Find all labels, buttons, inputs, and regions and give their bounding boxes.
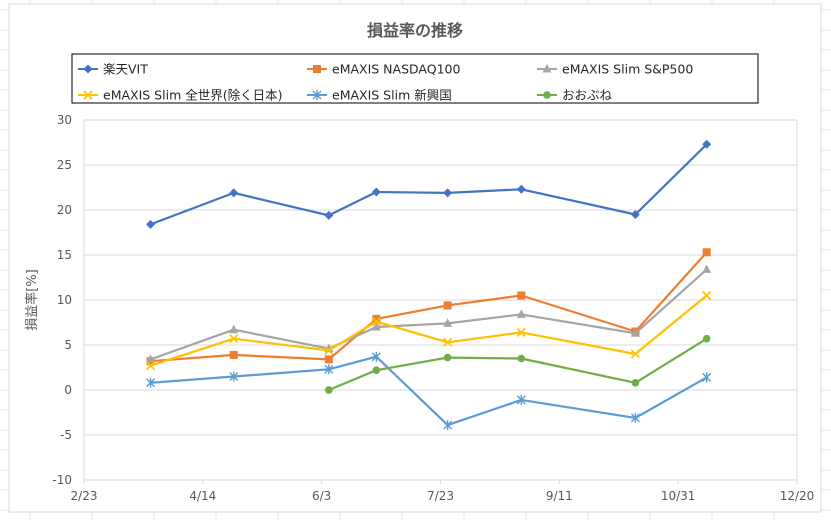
x-tick-label: 2/23 xyxy=(71,489,98,503)
data-point[interactable] xyxy=(372,366,381,375)
data-point[interactable] xyxy=(516,184,526,194)
x-tick-label: 10/31 xyxy=(661,489,696,503)
data-point[interactable] xyxy=(630,349,640,359)
legend-marker xyxy=(543,91,551,99)
series-line[interactable] xyxy=(150,268,708,361)
legend-item[interactable]: eMAXIS Slim 全世界(除く日本) xyxy=(78,88,282,103)
legend-label: 楽天VIT xyxy=(103,62,148,77)
data-point[interactable] xyxy=(229,188,239,198)
data-point[interactable] xyxy=(371,317,381,327)
data-point[interactable] xyxy=(146,219,156,229)
data-point[interactable] xyxy=(146,377,156,388)
legend-label: eMAXIS Slim S&P500 xyxy=(562,62,693,77)
legend-item[interactable]: eMAXIS Slim S&P500 xyxy=(537,62,693,77)
data-point[interactable] xyxy=(702,264,712,273)
legend-item[interactable]: eMAXIS Slim 新興国 xyxy=(307,88,452,103)
legend-marker xyxy=(83,90,93,100)
plot-gridlines xyxy=(83,119,798,481)
x-tick-label: 6/3 xyxy=(312,489,331,503)
y-tick-label: 15 xyxy=(57,248,72,262)
y-tick-label: -5 xyxy=(60,428,72,442)
data-point[interactable] xyxy=(516,327,526,337)
y-tick-label: 30 xyxy=(57,113,72,127)
data-point[interactable] xyxy=(630,210,640,219)
series-line[interactable] xyxy=(328,337,708,392)
data-point[interactable] xyxy=(371,351,381,362)
data-point[interactable] xyxy=(517,354,526,363)
legend-marker xyxy=(83,64,93,74)
x-tick-label: 4/14 xyxy=(189,489,216,503)
data-point[interactable] xyxy=(630,412,640,423)
x-tick-label: 9/11 xyxy=(546,489,573,503)
x-tick-label: 7/23 xyxy=(427,489,454,503)
data-point[interactable] xyxy=(146,354,156,363)
legend-label: eMAXIS Slim 全世界(除く日本) xyxy=(103,88,282,103)
data-point[interactable] xyxy=(443,188,453,198)
data-point[interactable] xyxy=(702,290,712,301)
data-point[interactable] xyxy=(443,318,453,327)
series-line[interactable] xyxy=(150,355,708,427)
y-tick-label: 5 xyxy=(64,338,72,352)
y-tick-label: 10 xyxy=(57,293,72,307)
chart-title: 損益率の推移 xyxy=(367,21,463,40)
legend-item[interactable]: eMAXIS NASDAQ100 xyxy=(307,62,461,77)
data-point[interactable] xyxy=(229,324,239,334)
data-point[interactable] xyxy=(229,350,238,359)
data-point[interactable] xyxy=(372,314,381,323)
data-point[interactable] xyxy=(443,301,452,310)
data-point[interactable] xyxy=(324,364,334,375)
series-0 xyxy=(146,139,712,229)
x-tick-label: 12/20 xyxy=(780,489,815,503)
legend-marker xyxy=(312,90,322,100)
series-line[interactable] xyxy=(150,294,708,367)
legend-marker xyxy=(313,65,321,73)
y-tick-label: 20 xyxy=(57,203,72,217)
series-line[interactable] xyxy=(150,251,708,363)
series-line[interactable] xyxy=(150,143,708,226)
data-point[interactable] xyxy=(229,371,239,382)
y-axis-label: 損益率[%] xyxy=(24,269,40,331)
legend-marker xyxy=(542,64,552,73)
x-axis-ticks: 2/23 4/14 6/3 7/23 9/11 10/31 12/20 xyxy=(71,480,815,503)
data-point[interactable] xyxy=(443,420,453,431)
data-point[interactable] xyxy=(145,361,156,371)
data-point[interactable] xyxy=(324,355,333,364)
legend-label: おおぶね xyxy=(562,88,613,103)
series-group xyxy=(145,139,712,431)
y-tick-label: 25 xyxy=(57,158,72,172)
series-3 xyxy=(145,290,712,371)
series-2 xyxy=(146,264,712,363)
y-axis-ticks: -10 -5 0 5 10 15 20 25 30 xyxy=(52,113,72,487)
data-point[interactable] xyxy=(517,291,526,300)
legend-label: eMAXIS NASDAQ100 xyxy=(332,62,461,77)
series-4 xyxy=(146,351,712,431)
series-5 xyxy=(324,334,711,394)
y-tick-label: -10 xyxy=(52,473,72,487)
data-point[interactable] xyxy=(516,309,526,318)
data-point[interactable] xyxy=(702,334,711,343)
data-point[interactable] xyxy=(324,210,334,220)
legend-box[interactable] xyxy=(71,53,759,104)
data-point[interactable] xyxy=(702,248,711,257)
legend: 楽天VIT eMAXIS NASDAQ100 eMAXIS Slim S&P500 e… xyxy=(78,62,693,103)
legend-item[interactable]: おおぶね xyxy=(537,88,613,103)
y-tick-label: 0 xyxy=(64,383,72,397)
data-point[interactable] xyxy=(324,345,334,355)
data-point[interactable] xyxy=(516,394,526,405)
data-point[interactable] xyxy=(630,328,640,337)
data-point[interactable] xyxy=(443,337,453,347)
data-point[interactable] xyxy=(702,372,712,383)
data-point[interactable] xyxy=(371,187,381,197)
legend-item[interactable]: 楽天VIT xyxy=(78,62,148,77)
legend-label: eMAXIS Slim 新興国 xyxy=(332,88,452,103)
data-point[interactable] xyxy=(443,353,452,362)
data-point[interactable] xyxy=(229,334,239,344)
data-point[interactable] xyxy=(324,386,333,394)
data-point[interactable] xyxy=(631,379,640,387)
data-point[interactable] xyxy=(371,322,381,331)
data-point[interactable] xyxy=(702,139,712,149)
